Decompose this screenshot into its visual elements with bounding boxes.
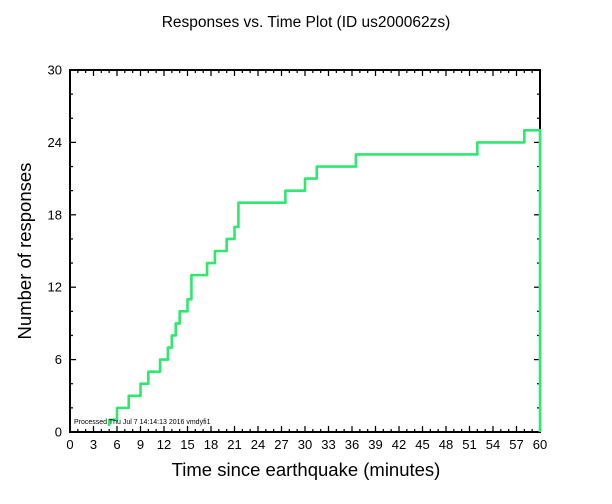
x-tick-label: 33 [321,437,335,452]
y-axis-title: Number of responses [14,162,35,340]
x-tick-label: 54 [486,437,500,452]
y-tick-label: 6 [55,352,62,367]
x-tick-label: 30 [298,437,312,452]
plot-border [69,69,541,433]
x-tick-label: 27 [274,437,288,452]
y-tick-label: 24 [48,135,62,150]
x-tick-label: 48 [439,437,453,452]
y-tick-label: 18 [48,207,62,222]
x-tick-label: 60 [533,437,547,452]
x-tick-label: 51 [462,437,476,452]
x-tick-label: 15 [180,437,194,452]
x-tick-label: 24 [251,437,265,452]
x-tick-label: 18 [204,437,218,452]
x-tick-label: 57 [509,437,523,452]
y-tick-label: 30 [48,63,62,78]
x-tick-label: 9 [137,437,144,452]
response-step-line [107,129,542,432]
x-tick-label: 12 [157,437,171,452]
x-tick-label: 0 [66,437,73,452]
axis-ticks [69,69,541,433]
x-tick-label: 36 [345,437,359,452]
x-tick-label: 21 [227,437,241,452]
y-tick-label: 0 [55,425,62,440]
x-tick-label: 39 [368,437,382,452]
processed-timestamp: Processed Thu Jul 7 14:14:13 2016 vmdyfi… [74,419,211,426]
x-tick-label: 3 [90,437,97,452]
x-tick-label: 42 [392,437,406,452]
x-tick-label: 45 [415,437,429,452]
y-tick-labels: 0 6 12 18 24 30 [48,63,62,440]
x-tick-labels: 0 3 6 9 12 15 18 21 24 27 30 33 36 39 42 45 48 51 54 57 60 [66,437,547,452]
chart-title: Responses vs. Time Plot (ID us200062zs) [161,14,451,31]
x-tick-label: 6 [113,437,120,452]
y-tick-label: 12 [48,280,62,295]
x-axis-title: Time since earthquake (minutes) [171,459,441,480]
